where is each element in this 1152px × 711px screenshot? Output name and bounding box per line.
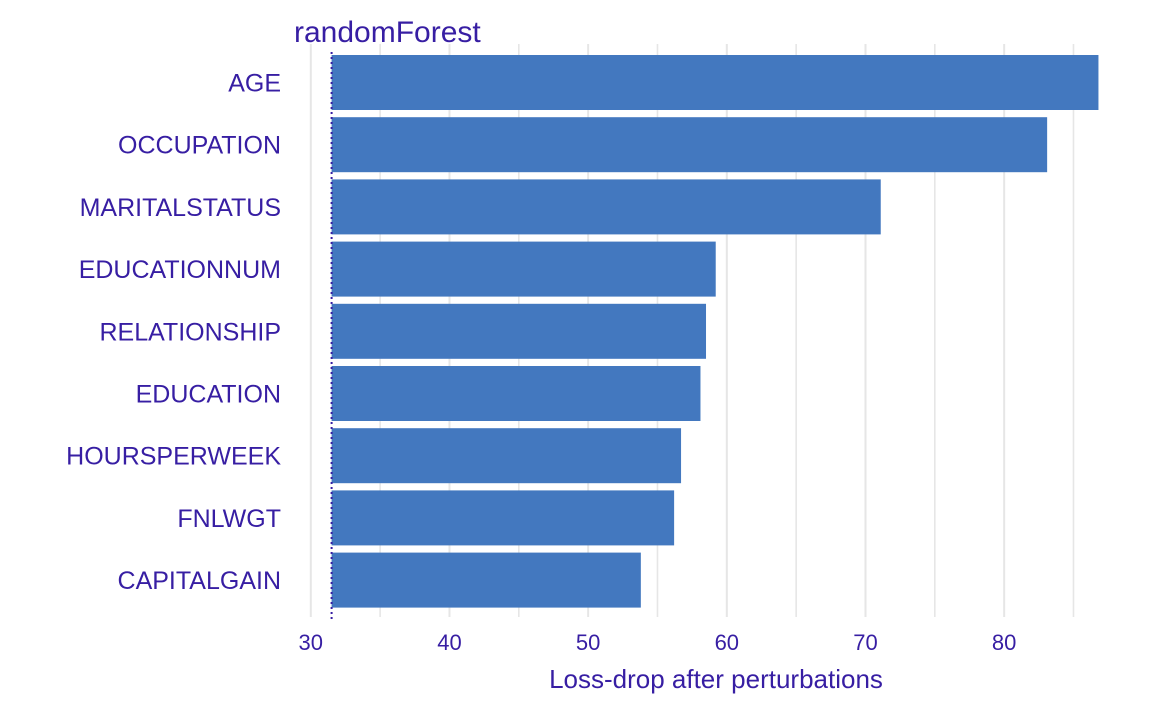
- category-label-relationship: RELATIONSHIP: [99, 318, 281, 346]
- category-label-capitalgain: CAPITALGAIN: [118, 567, 281, 595]
- x-tick-label: 40: [437, 630, 461, 655]
- bar-education: [331, 366, 701, 421]
- bar-educationnum: [331, 241, 716, 297]
- category-label-maritalstatus: MARITALSTATUS: [80, 194, 281, 222]
- x-tick-label: 70: [853, 630, 877, 655]
- bar-maritalstatus: [331, 179, 881, 235]
- category-label-age: AGE: [228, 70, 281, 98]
- category-label-educationnum: EDUCATIONNUM: [79, 256, 281, 284]
- category-label-hoursperweek: HOURSPERWEEK: [66, 443, 281, 471]
- bar-fnlwgt: [331, 490, 675, 546]
- bar-relationship: [331, 303, 707, 359]
- bar-age: [331, 55, 1099, 110]
- category-labels: AGE OCCUPATION MARITALSTATUS EDUCATIONNUM RE…: [66, 70, 281, 596]
- bar-hoursperweek: [331, 428, 682, 484]
- x-axis-label: Loss-drop after perturbations: [549, 664, 883, 694]
- x-tick-label: 80: [992, 630, 1016, 655]
- bar-capitalgain: [331, 552, 641, 608]
- bars: [331, 55, 1099, 608]
- x-tick-labels: 30 40 50 60 70 80: [299, 630, 1017, 655]
- category-label-education: EDUCATION: [136, 381, 281, 409]
- category-label-occupation: OCCUPATION: [118, 132, 281, 160]
- x-tick-label: 60: [715, 630, 739, 655]
- bar-occupation: [331, 117, 1048, 173]
- chart-title: randomForest: [294, 16, 481, 49]
- x-tick-label: 30: [299, 630, 323, 655]
- category-label-fnlwgt: FNLWGT: [177, 505, 281, 533]
- x-tick-label: 50: [576, 630, 600, 655]
